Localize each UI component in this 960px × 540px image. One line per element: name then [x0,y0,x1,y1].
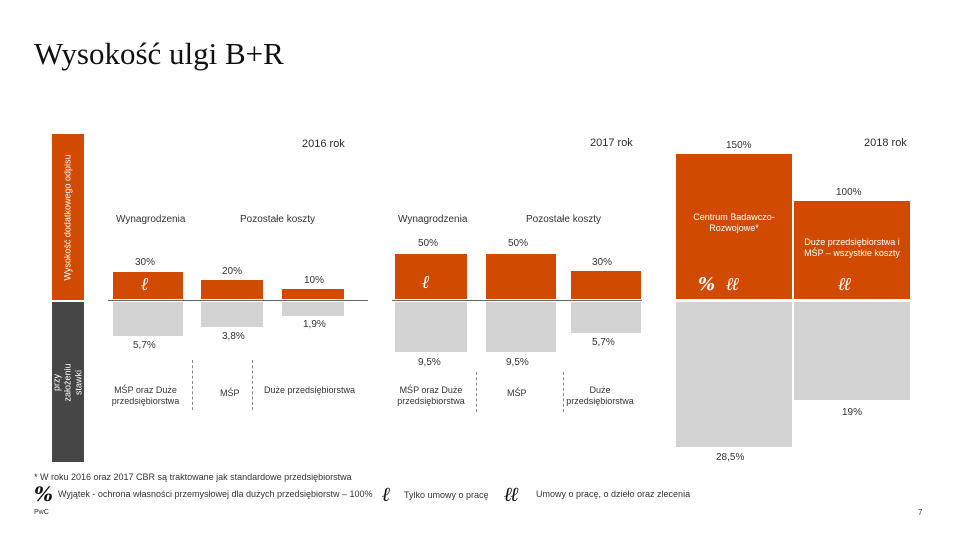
bar-2018-cbr: Centrum Badawczo-Rozwojowe* % ℓℓ [676,154,792,299]
all-costs-label: Duże przedsiębiorstwa i MŚP – wszystkie … [804,237,900,258]
pct-2017-other-sme: 50% [508,238,529,249]
upper-axis-strip: Wysokość dodatkowego odpisu [52,134,84,300]
pct-2018-all: 100% [836,187,862,198]
single-contract-icon: ℓ [422,272,430,293]
legend-percent-text: Wyjątek - ochrona własności przemysłowej… [58,489,373,499]
double-contract-legend-icon: ℓℓ [504,482,519,506]
pct-2016-wages: 30% [135,257,156,268]
benefit-2018-all: 19% [842,407,863,418]
benefit-bar-2017-other-large [571,302,641,333]
brand-logo: PwC [34,509,49,516]
bar-2017-wages: ℓ [395,254,467,299]
divider-2016-b [252,360,253,410]
benefit-2017-other-sme: 9,5% [506,357,529,368]
group-2017-wages: MŚP oraz Duże przedsiębiorstwa [397,385,465,406]
divider-2017-a [476,372,477,412]
group-2016-large: Duże przedsiębiorstwa [264,385,356,395]
benefit-bar-2018-cbr [676,302,792,447]
benefit-bar-2018-all [794,302,910,400]
bar-2017-other-large [571,271,641,299]
year-2016-label: 2016 rok [302,138,345,150]
cat-2017-other: Pozostałe koszty [526,214,602,225]
bar-2018-all: Duże przedsiębiorstwa i MŚP – wszystkie … [794,201,910,299]
double-contract-icon: ℓℓ [838,274,851,295]
benefit-2016-other-large: 1,9% [303,319,326,330]
pct-2017-wages: 50% [418,238,439,249]
pct-2018-cbr: 150% [726,140,752,151]
benefit-2017-wages: 9,5% [418,357,441,368]
legend-double-text: Umowy o pracę, o dzieło oraz zlecenia [536,489,691,499]
percent-legend-icon: % [34,482,53,506]
year-2016-divider [108,300,368,301]
year-2017-divider [392,300,642,301]
percent-exception-icon: % [698,274,715,295]
bar-2016-other-large [282,289,344,299]
double-contract-icon: ℓℓ [726,274,739,295]
cat-2017-wages: Wynagrodzenia [398,214,468,225]
single-contract-icon: ℓ [141,274,149,295]
bar-2017-other-sme [486,254,556,299]
bar-2016-wages: ℓ [113,272,183,299]
year-2017-label: 2017 rok [590,137,633,149]
cat-2016-other: Pozostałe koszty [240,214,316,225]
benefit-bar-2017-other-sme [486,302,556,352]
lower-axis-strip: Korzyść podatkowa przy założeniu stawki … [30,302,106,462]
benefit-bar-2017-wages [395,302,467,352]
benefit-2018-cbr: 28,5% [716,452,745,463]
lower-axis-label: Korzyść podatkowa przy założeniu stawki … [29,360,106,404]
cbr-label: Centrum Badawczo-Rozwojowe* [693,212,775,233]
benefit-bar-2016-other-sme [201,302,263,327]
group-2017-sme: MŚP [507,388,527,398]
upper-axis-label: Wysokość dodatkowego odpisu [62,154,73,280]
cat-2016-wages: Wynagrodzenia [116,214,186,225]
footnote: * W roku 2016 oraz 2017 CBR są traktowan… [34,472,352,482]
divider-2017-b [563,372,564,412]
group-2017-large: Duże przedsiębiorstwa [566,385,634,406]
page-number: 7 [918,508,923,517]
divider-2016-a [192,360,193,410]
group-2016-wages: MŚP oraz Duże przedsiębiorstwa [111,385,180,406]
group-2016-sme: MŚP [220,388,240,398]
single-contract-legend-icon: ℓ [382,482,390,506]
pct-2016-other-large: 10% [304,275,325,286]
pct-2016-other-sme: 20% [222,266,243,277]
benefit-2016-wages: 5,7% [133,340,156,351]
benefit-2016-other-sme: 3,8% [222,331,245,342]
year-2018-label: 2018 rok [864,137,907,149]
benefit-bar-2016-other-large [282,302,344,316]
benefit-2017-other-large: 5,7% [592,337,615,348]
bar-2016-other-sme [201,280,263,299]
benefit-bar-2016-wages [113,302,183,336]
page-title: Wysokość ulgi B+R [34,36,284,71]
pct-2017-other-large: 30% [592,257,613,268]
legend-single-text: Tylko umowy o pracę [404,490,489,500]
